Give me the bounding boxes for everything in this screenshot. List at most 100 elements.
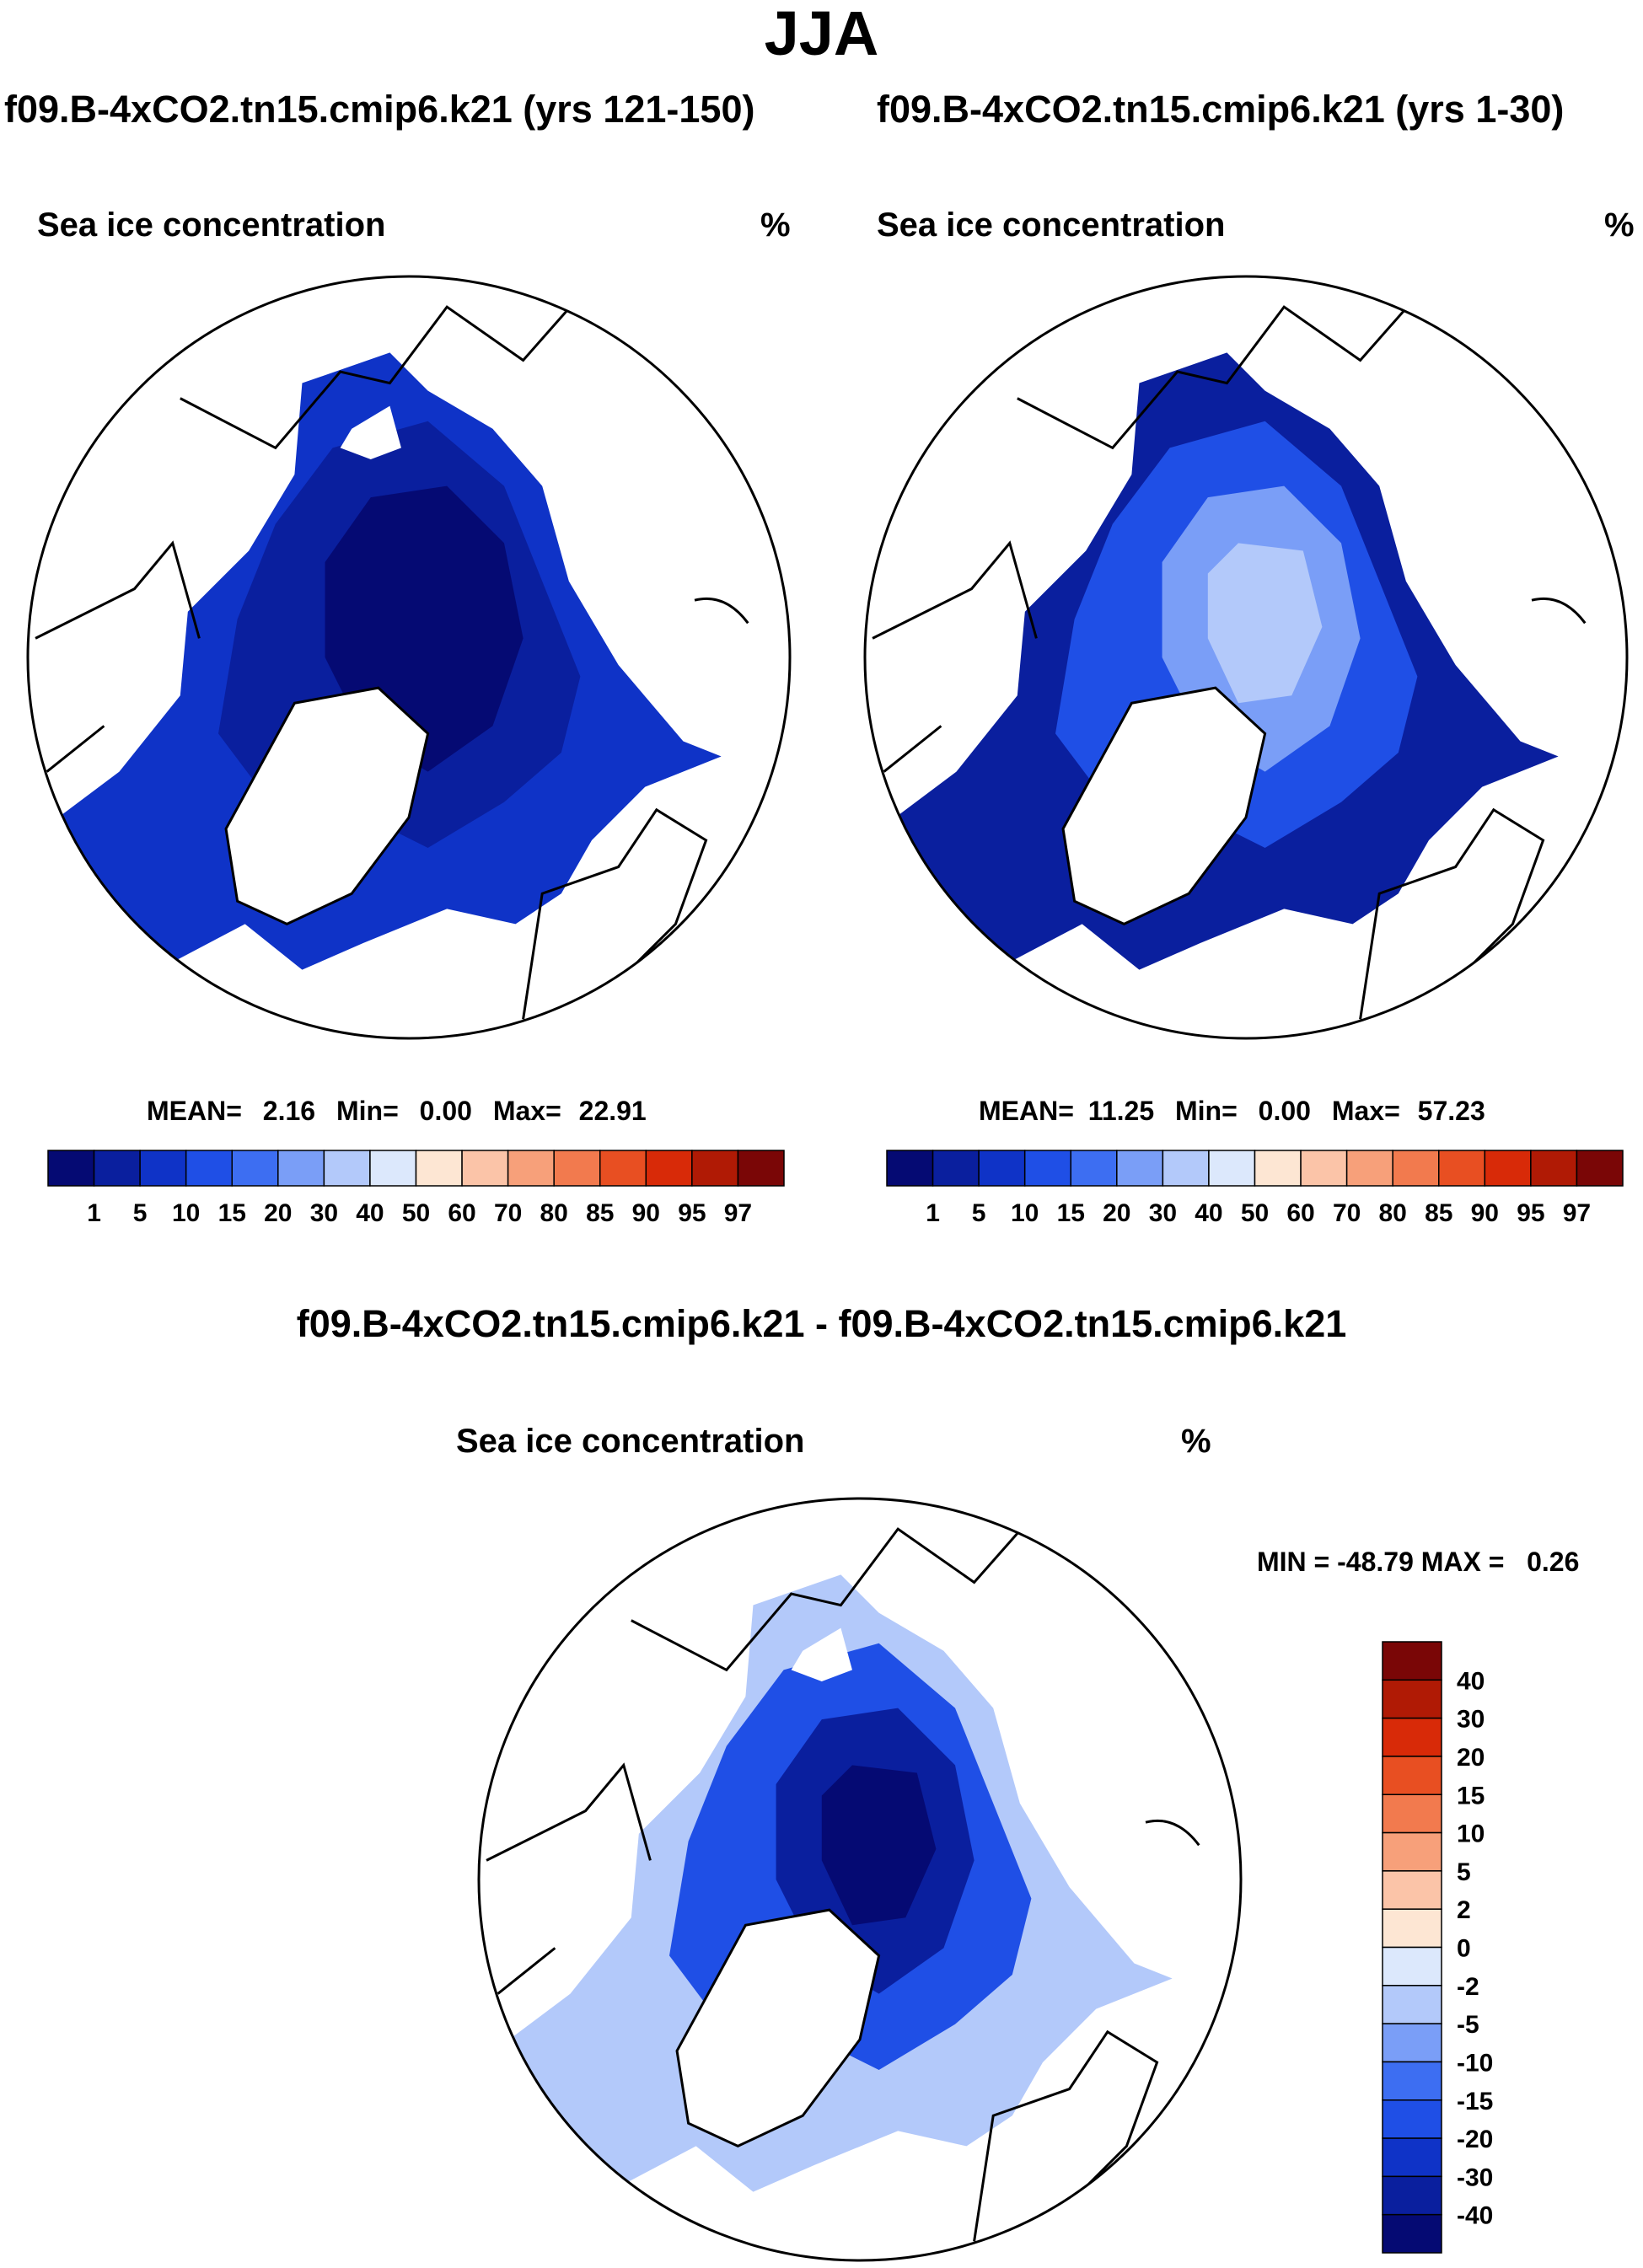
colorbar-swatch [323, 1150, 371, 1187]
colorbar-1: 1 5 10 15 20 30 40 50 60 70 80 85 90 95 97 [47, 1150, 785, 1227]
colorbar-swatch [1116, 1150, 1164, 1187]
colorbar-swatch [1070, 1150, 1118, 1187]
colorbar-swatch [932, 1150, 980, 1187]
colorbar-swatch [1576, 1150, 1624, 1187]
colorbar-swatch [139, 1150, 187, 1187]
north-america-coastline [872, 540, 1038, 773]
colorbar-swatch [1254, 1150, 1302, 1187]
colorbar-tick-label: 70 [494, 1199, 522, 1227]
panel-1-mean-label: MEAN= [147, 1096, 242, 1126]
sea-ice-region [821, 1765, 937, 1926]
colorbar-swatch [1382, 1908, 1442, 1949]
colorbar-tick-label: 15 [1057, 1199, 1085, 1227]
colorbar-swatch [886, 1150, 934, 1187]
colorbar-tick-label: 20 [1457, 1744, 1485, 1772]
colorbar-tick-label: 90 [632, 1199, 660, 1227]
colorbar-tick-label: 50 [1241, 1199, 1269, 1227]
greenland-coastline [224, 686, 430, 926]
colorbar-swatch [1382, 2061, 1442, 2101]
siberia-coastline [1017, 294, 1419, 450]
colorbar-swatch [1382, 2175, 1442, 2216]
colorbar-tick-label: 90 [1471, 1199, 1499, 1227]
colorbar-tick-label: 85 [586, 1199, 614, 1227]
colorbar-tick-label: -40 [1457, 2202, 1493, 2230]
scandinavia-coastline [973, 2029, 1159, 2242]
colorbar-swatch [1382, 2137, 1442, 2178]
colorbar-swatch [1382, 1870, 1442, 1910]
panel-2-title: f09.B-4xCO2.tn15.cmip6.k21 (yrs 1-30) [877, 88, 1565, 131]
greenland-coastline [675, 1908, 881, 2148]
colorbar-swatch [1382, 1793, 1442, 1834]
colorbar-tick-label: 2 [1457, 1896, 1471, 1924]
colorbar-swatch [1382, 2099, 1442, 2139]
colorbar-swatch [369, 1150, 417, 1187]
colorbar-tick-label: 15 [218, 1199, 246, 1227]
colorbar-swatch [507, 1150, 555, 1187]
colorbar-swatch [93, 1150, 141, 1187]
colorbar-swatch [1484, 1150, 1532, 1187]
colorbar-tick-label: -2 [1457, 1973, 1479, 2001]
panel-2-mean-value: 11.25 [1087, 1096, 1155, 1126]
colorbar-tick-label: 95 [1517, 1199, 1544, 1227]
colorbar-tick-label: -20 [1457, 2126, 1493, 2153]
colorbar-tick-label: 10 [1011, 1199, 1039, 1227]
north-america-coastline [35, 540, 201, 773]
siberia-coastline [631, 1516, 1033, 1672]
colorbar-swatch [1382, 1717, 1442, 1757]
colorbar-tick-label: 97 [724, 1199, 752, 1227]
colorbar-swatch [185, 1150, 233, 1187]
colorbar-tick-label: 10 [172, 1199, 200, 1227]
colorbar-swatch [1208, 1150, 1256, 1187]
island-coastline [694, 597, 749, 625]
panel-1-units-label: % [760, 206, 791, 244]
colorbar-swatch [599, 1150, 647, 1187]
map-panel-3 [477, 1497, 1243, 2262]
colorbar-swatch [1382, 1641, 1442, 1681]
colorbar-swatch [47, 1150, 95, 1187]
colorbar-tick-label: -15 [1457, 2088, 1493, 2115]
colorbar-swatch [1382, 2023, 1442, 2063]
map-boundary [863, 275, 1629, 1040]
colorbar-swatch [1345, 1150, 1393, 1187]
colorbar-swatch [978, 1150, 1026, 1187]
colorbar-swatch [277, 1150, 325, 1187]
greenland-coastline [1061, 686, 1267, 926]
panel-2-units-label: % [1604, 206, 1635, 244]
colorbar-tick-label: 80 [540, 1199, 568, 1227]
colorbar-tick-label: 20 [264, 1199, 292, 1227]
panel-1-mean-value: 2.16 [262, 1096, 316, 1126]
panel-1-variable-label: Sea ice concentration [37, 206, 386, 244]
colorbar-swatch [691, 1150, 739, 1187]
colorbar-tick-label: 5 [1457, 1858, 1471, 1886]
colorbar-swatch [231, 1150, 279, 1187]
colorbar-tick-label: 20 [1103, 1199, 1130, 1227]
colorbar-tick-label: 50 [402, 1199, 430, 1227]
colorbar-tick-label: -5 [1457, 2011, 1479, 2039]
colorbar-swatch [1382, 2213, 1442, 2254]
colorbar-tick-label: 1 [926, 1199, 940, 1227]
colorbar-tick-label: 15 [1457, 1782, 1485, 1810]
colorbar-swatch [415, 1150, 463, 1187]
colorbar-tick-label: 60 [448, 1199, 475, 1227]
panel-2-min-label: Min= [1175, 1096, 1238, 1126]
colorbar-swatch [1382, 1946, 1442, 1987]
panel-1-min-label: Min= [336, 1096, 399, 1126]
colorbar-tick-label: 40 [356, 1199, 384, 1227]
colorbar-tick-label: 30 [310, 1199, 338, 1227]
colorbar-tick-label: 10 [1457, 1820, 1485, 1848]
colorbar-swatch [1382, 1756, 1442, 1795]
panel-1-max-value: 22.91 [578, 1096, 647, 1126]
island-coastline [1531, 597, 1587, 625]
colorbar-tick-label: 85 [1425, 1199, 1452, 1227]
panel-3-title: f09.B-4xCO2.tn15.cmip6.k21 - f09.B-4xCO2… [296, 1302, 1347, 1345]
colorbar-tick-label: -10 [1457, 2049, 1493, 2077]
north-america-coastline [486, 1762, 652, 1995]
colorbar-swatch [1438, 1150, 1486, 1187]
colorbar-swatch [1300, 1150, 1348, 1187]
colorbar-tick-label: 1 [87, 1199, 101, 1227]
panel-3-stats: MIN = -48.79 MAX = 0.26 [1257, 1547, 1580, 1577]
colorbar-tick-label: 40 [1195, 1199, 1222, 1227]
panel-2-min-value: 0.00 [1258, 1096, 1311, 1126]
